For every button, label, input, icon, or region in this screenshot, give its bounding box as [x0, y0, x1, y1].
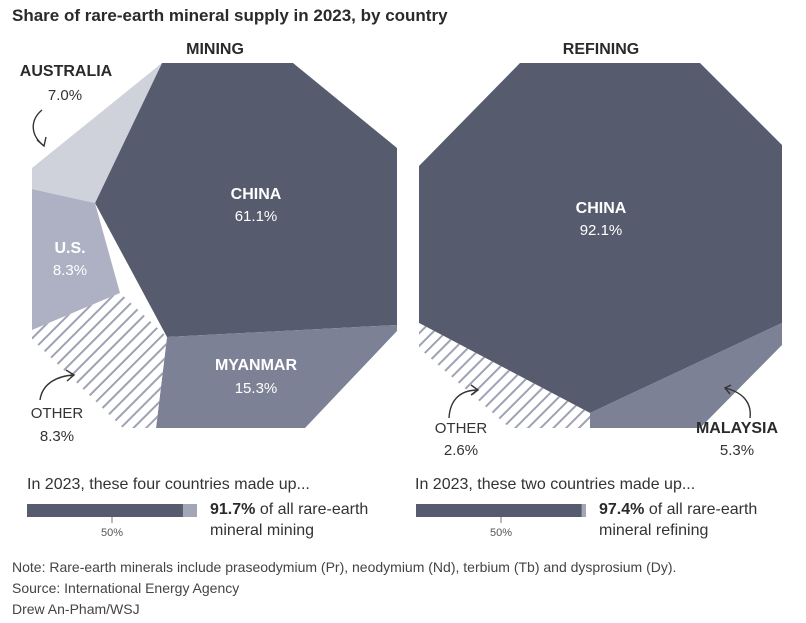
refining-label-malaysia: MALAYSIA: [695, 420, 779, 437]
refining-value-china: 92.1%: [579, 222, 623, 239]
mining-pie: [32, 63, 397, 428]
mining-label-myanmar: MYANMAR: [214, 357, 298, 374]
malaysia-arrow-head: [723, 384, 732, 395]
mining-summary-rest1: of all rare-earth: [255, 501, 369, 518]
mining-slice-china: [95, 63, 397, 337]
mining-summary-pct-value: 91.7%: [210, 501, 256, 518]
mining-summary-text: In 2023, these four countries made up...: [27, 476, 310, 493]
refining-label-china: CHINA: [575, 200, 627, 217]
other-refining-arrow: [448, 389, 479, 419]
refining-label-other: OTHER: [434, 420, 488, 437]
refining-panel-title: REFINING: [562, 41, 640, 58]
refining-summary-pct: 97.4% of all rare-earth mineral refining: [599, 499, 757, 541]
refining-summary-text: In 2023, these two countries made up...: [415, 476, 696, 493]
other-mining-arrow: [39, 374, 75, 401]
refining-summary-pct-value: 97.4%: [599, 501, 645, 518]
refining-bar-tick-label: 50%: [490, 527, 513, 539]
mining-value-myanmar: 15.3%: [234, 380, 278, 397]
refining-bar: [416, 504, 586, 523]
refining-value-other: 2.6%: [443, 442, 479, 459]
refining-value-malaysia: 5.3%: [719, 442, 755, 459]
chart-title: Share of rare-earth mineral supply in 20…: [12, 6, 448, 25]
credit-text: Drew An-Pham/WSJ: [12, 601, 140, 617]
mining-panel-title: MINING: [186, 41, 244, 58]
refining-slice-malaysia: [590, 323, 782, 428]
mining-label-china: CHINA: [230, 186, 282, 203]
refining-slice-china: [419, 63, 782, 413]
other-refining-arrow-head: [470, 384, 480, 396]
mining-summary-pct: 91.7% of all rare-earth mineral mining: [210, 499, 368, 541]
refining-summary-rest2: mineral refining: [599, 522, 709, 539]
mining-summary-rest2: mineral mining: [210, 522, 315, 539]
mining-value-us: 8.3%: [52, 262, 88, 279]
mining-label-other: OTHER: [30, 405, 84, 422]
mining-label-australia: AUSTRALIA: [19, 63, 113, 80]
mining-value-china: 61.1%: [234, 208, 278, 225]
mining-slice-other: [32, 293, 167, 428]
refining-summary-rest1: of all rare-earth: [644, 501, 758, 518]
mining-slice-us: [32, 189, 120, 330]
malaysia-arrow: [724, 387, 751, 419]
refining-bar-fill: [416, 504, 582, 517]
mining-slice-australia: [32, 63, 162, 203]
other-mining-arrow-head: [65, 369, 76, 382]
mining-value-australia: 7.0%: [47, 87, 83, 104]
source-text: Source: International Energy Agency: [12, 580, 240, 596]
mining-bar-fill: [27, 504, 183, 517]
refining-slice-other: [419, 323, 590, 428]
mining-slice-myanmar: [156, 325, 397, 428]
note-text: Note: Rare-earth minerals include praseo…: [12, 559, 677, 575]
mining-value-other: 8.3%: [39, 428, 75, 445]
mining-label-us: U.S.: [54, 240, 86, 257]
refining-pie: [419, 63, 782, 428]
mining-bar: [27, 504, 197, 523]
mining-bar-tick-label: 50%: [101, 527, 124, 539]
australia-arrow-head: [36, 136, 47, 148]
